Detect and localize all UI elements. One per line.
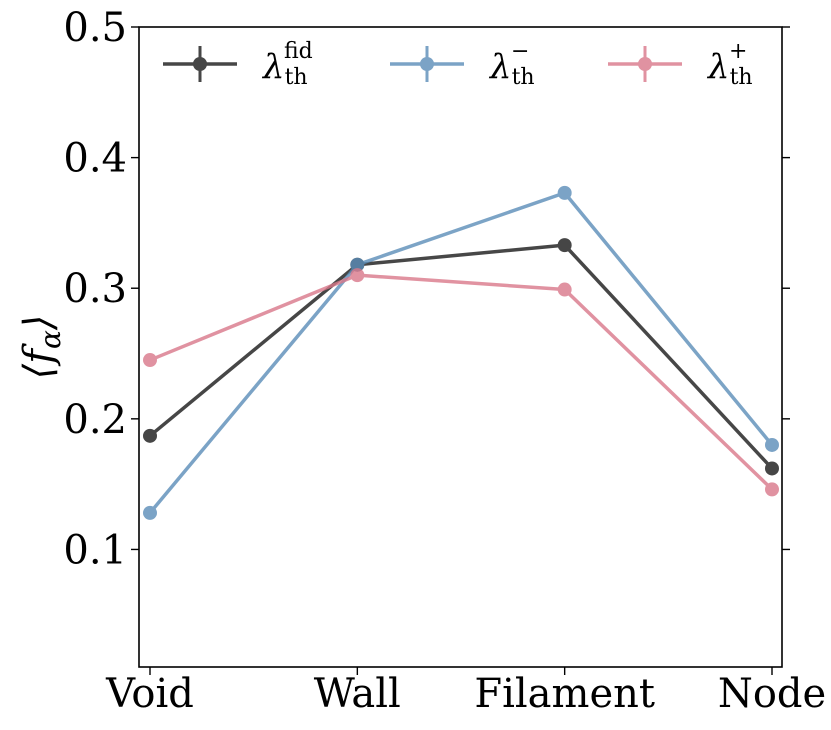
y-axis: 0.1 0.2 0.3 0.4 0.5: [63, 5, 790, 573]
x-axis: Void Wall Filament Node: [105, 667, 826, 717]
data-point: [143, 428, 157, 443]
data-point: [557, 185, 572, 200]
series-line: [148, 191, 774, 514]
data-point: [765, 461, 779, 476]
data-point: [350, 257, 365, 272]
y-tick-label: 0.3: [63, 266, 127, 312]
legend-point: [638, 57, 652, 71]
legend-entry-3: λth+: [608, 39, 753, 90]
legend-label: λth−: [488, 39, 535, 90]
data-point: [350, 268, 365, 283]
series-line: [148, 243, 774, 470]
legend-entry-2: λth−: [390, 39, 535, 90]
legend-entry-1: λthfid: [163, 39, 313, 90]
y-axis-title: ⟨fα⟩: [16, 315, 67, 380]
legend-label: λth+: [706, 39, 753, 90]
legend: λthfid λth− λth+: [163, 39, 753, 90]
y-tick-label: 0.2: [63, 397, 127, 443]
x-tick-label: Node: [718, 671, 826, 717]
y-tick-label: 0.4: [63, 136, 127, 182]
data-point: [557, 282, 572, 297]
data-point: [765, 482, 779, 497]
data-point: [557, 238, 572, 253]
y-tick-label: 0.5: [63, 5, 127, 51]
x-tick-label: Filament: [474, 671, 655, 717]
series-1: [143, 238, 779, 476]
legend-marker: [163, 46, 237, 82]
series-2: [143, 185, 779, 520]
x-tick-label: Void: [105, 671, 194, 717]
data-point: [143, 353, 157, 368]
data-point: [765, 437, 779, 452]
y-tick-label: 0.1: [63, 527, 127, 573]
data-point: [143, 505, 157, 520]
series-layer: [143, 185, 779, 520]
series-3: [143, 268, 779, 497]
legend-point: [420, 57, 434, 71]
legend-marker: [390, 46, 464, 82]
series-line: [149, 273, 774, 491]
legend-label: λthfid: [261, 39, 313, 90]
plot-frame: [138, 26, 783, 668]
legend-point: [193, 57, 207, 71]
x-tick-label: Wall: [314, 671, 401, 717]
legend-marker: [608, 46, 682, 82]
